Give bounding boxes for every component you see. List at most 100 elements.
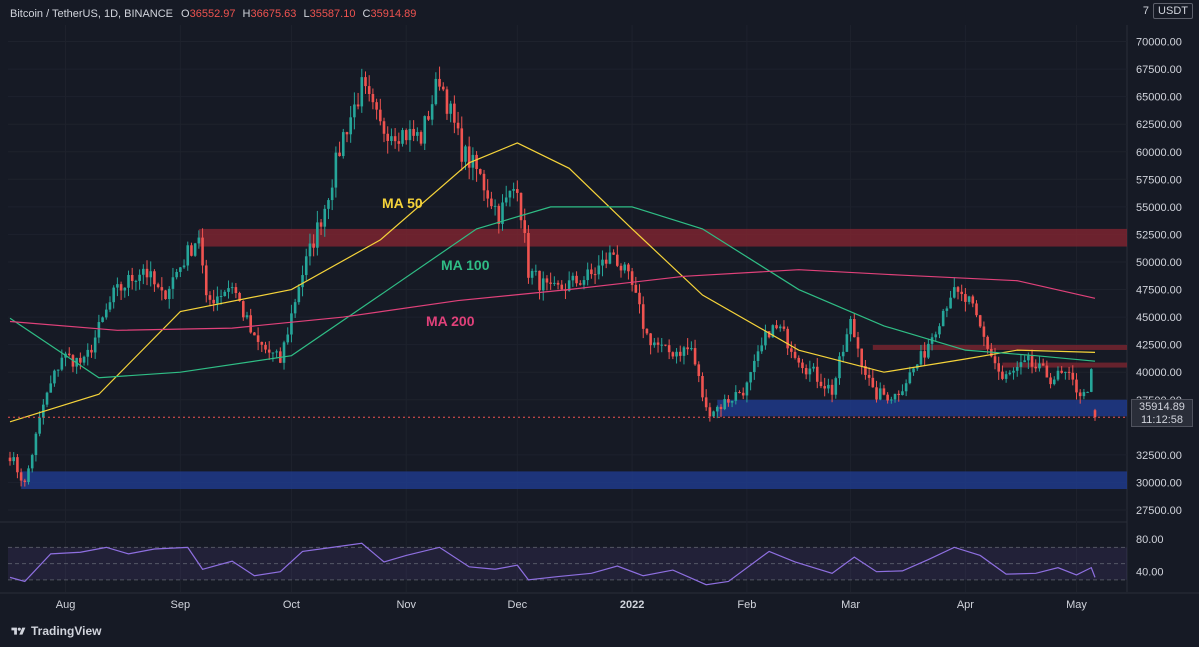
candle-body bbox=[545, 278, 549, 283]
candle-body bbox=[886, 394, 889, 401]
candle-body bbox=[341, 132, 345, 157]
candle-body bbox=[197, 237, 201, 244]
close-value: 35914.89 bbox=[370, 8, 417, 20]
candle-body bbox=[1082, 392, 1086, 397]
candle-body bbox=[127, 274, 130, 288]
candle-body bbox=[408, 128, 412, 141]
candle-body bbox=[808, 368, 812, 375]
candle-body bbox=[375, 102, 378, 110]
y-tick-label: 70000.00 bbox=[1136, 37, 1182, 49]
last-price-value: 35914.89 bbox=[1139, 401, 1185, 413]
candle-body bbox=[801, 362, 804, 369]
candle-body bbox=[164, 290, 167, 300]
y-tick-label: 47500.00 bbox=[1136, 285, 1182, 297]
candle-body bbox=[338, 152, 341, 157]
symbol-label: Bitcoin / TetherUS, 1D, BINANCE bbox=[10, 8, 174, 20]
support-zone bbox=[717, 399, 1127, 417]
open-value: 36552.97 bbox=[189, 8, 236, 20]
candle-body bbox=[304, 256, 308, 276]
candle-body bbox=[393, 136, 397, 142]
candle-body bbox=[1008, 372, 1012, 375]
candle-body bbox=[256, 335, 260, 342]
candle-body bbox=[453, 103, 456, 123]
candle-body bbox=[193, 243, 197, 256]
candle-body bbox=[771, 325, 775, 338]
candle-body bbox=[586, 269, 589, 281]
candle-body bbox=[49, 383, 53, 393]
candle-body bbox=[1078, 392, 1082, 397]
y-tick-label: 27500.00 bbox=[1136, 505, 1182, 517]
candle-body bbox=[604, 259, 608, 264]
candle-body bbox=[245, 315, 249, 318]
candle-body bbox=[978, 315, 982, 327]
high-value: 36675.63 bbox=[250, 8, 297, 20]
candle-body bbox=[504, 197, 508, 203]
candle-body bbox=[653, 342, 656, 346]
y-tick-label: 60000.00 bbox=[1136, 147, 1182, 159]
candle-body bbox=[260, 341, 264, 345]
candle-body bbox=[330, 187, 334, 201]
x-tick-label: Apr bbox=[957, 599, 974, 611]
candle-body bbox=[353, 104, 356, 118]
candle-body bbox=[908, 372, 912, 384]
candle-body bbox=[745, 382, 749, 396]
candle-body bbox=[893, 393, 897, 400]
currency-selector[interactable]: 7 USDT bbox=[1143, 3, 1193, 19]
candle-body bbox=[964, 294, 967, 302]
candle-body bbox=[171, 277, 175, 289]
candle-body bbox=[627, 264, 630, 272]
currency-button[interactable]: USDT bbox=[1153, 3, 1193, 19]
candle-body bbox=[134, 280, 138, 282]
candle-body bbox=[641, 304, 645, 329]
ma50-label: MA 50 bbox=[382, 195, 423, 211]
tradingview-brand[interactable]: TradingView bbox=[10, 624, 101, 638]
candle-body bbox=[367, 86, 371, 95]
ma-line-100 bbox=[9, 206, 1096, 379]
candle-body bbox=[53, 370, 56, 384]
candle-body bbox=[971, 296, 975, 304]
candle-body bbox=[1067, 371, 1071, 373]
y-tick-label: 32500.00 bbox=[1136, 450, 1182, 462]
candle-body bbox=[153, 271, 156, 285]
candle-body bbox=[841, 351, 845, 357]
candle-body bbox=[423, 116, 427, 144]
candle-body bbox=[686, 347, 689, 350]
candle-body bbox=[934, 334, 938, 338]
x-tick-label: 2022 bbox=[620, 599, 644, 611]
candle-body bbox=[727, 399, 730, 403]
candle-body bbox=[671, 352, 675, 357]
candle-body bbox=[493, 205, 497, 207]
candle-body bbox=[264, 344, 267, 350]
candle-body bbox=[516, 189, 519, 193]
candle-body bbox=[734, 392, 738, 401]
candle-body bbox=[797, 357, 801, 363]
y-tick-label: 65000.00 bbox=[1136, 92, 1182, 104]
candle-body bbox=[949, 297, 952, 309]
brand-name: TradingView bbox=[31, 624, 102, 638]
candle-body bbox=[782, 326, 786, 329]
candle-body bbox=[690, 348, 693, 350]
candle-body bbox=[1052, 379, 1056, 385]
candle-body bbox=[501, 202, 504, 224]
candle-body bbox=[482, 173, 486, 191]
candle-body bbox=[45, 392, 49, 405]
rsi-band-fill bbox=[8, 547, 1127, 580]
candle-body bbox=[982, 326, 986, 337]
candle-body bbox=[1060, 370, 1063, 373]
candle-body bbox=[404, 130, 408, 141]
candle-body bbox=[360, 77, 364, 107]
candle-body bbox=[175, 271, 178, 278]
candle-body bbox=[523, 220, 527, 234]
low-value: 35587.10 bbox=[309, 8, 356, 20]
rsi-tick-label: 80.00 bbox=[1136, 534, 1164, 546]
candle-body bbox=[130, 274, 134, 281]
candle-body bbox=[508, 190, 512, 198]
candle-body bbox=[534, 270, 538, 272]
y-tick-label: 45000.00 bbox=[1136, 312, 1182, 324]
candle-body bbox=[575, 275, 578, 284]
candle-body bbox=[912, 368, 915, 373]
candle-body bbox=[630, 271, 634, 285]
x-tick-label: Oct bbox=[283, 599, 300, 611]
